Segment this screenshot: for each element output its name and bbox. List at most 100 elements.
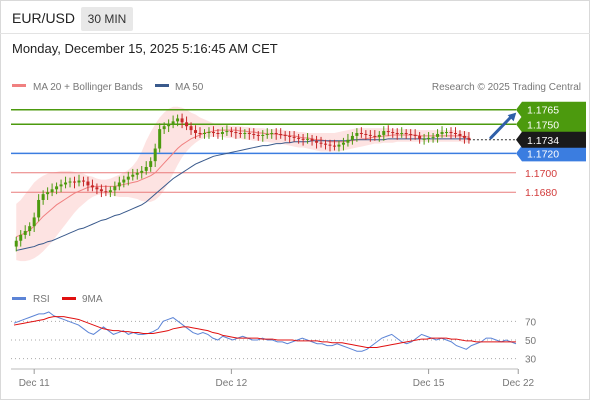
level-tag-1.1720: 1.1720: [516, 145, 586, 162]
level-tag-text: 1.1750: [527, 119, 559, 131]
candle-body: [292, 136, 296, 138]
candle-body: [332, 145, 336, 147]
candle: [68, 177, 72, 188]
candle-body: [185, 122, 189, 127]
candle: [359, 127, 363, 138]
x-tick-label: Dec 12: [216, 378, 248, 389]
candle: [386, 125, 390, 136]
x-tick-label: Dec 11: [19, 378, 50, 389]
level-tag-text: 1.1765: [527, 105, 559, 117]
candle-body: [422, 138, 426, 140]
legend-ma20-swatch: [12, 84, 26, 87]
candle: [144, 161, 148, 175]
level-tag-box: [516, 101, 586, 118]
candle: [355, 128, 359, 142]
candle-body: [216, 133, 220, 134]
candle-body: [377, 134, 381, 137]
candle: [440, 126, 444, 138]
candle: [279, 128, 283, 139]
target-arrow: [489, 112, 517, 140]
legend-rsi-ma-label: 9MA: [82, 294, 103, 305]
ma50-line: [16, 138, 469, 251]
candle-body: [346, 139, 350, 143]
legend-ma50-swatch: [155, 84, 169, 87]
candle: [288, 131, 292, 143]
candle: [283, 131, 287, 141]
legend-ma50-label: MA 50: [175, 82, 204, 93]
candle-body: [211, 132, 215, 134]
price-panel: 1.1765 1.1750 1.1720 1.1700 1.1680 1.1734: [11, 101, 586, 262]
candle: [377, 131, 381, 142]
candle: [229, 127, 233, 137]
candle: [180, 113, 184, 129]
candle: [167, 119, 171, 133]
candle: [252, 128, 256, 139]
candle-body: [400, 133, 404, 134]
candle-body: [341, 142, 345, 145]
candle-body: [220, 132, 224, 134]
candle: [400, 127, 404, 138]
candle: [431, 133, 435, 143]
rsi-tick-label-70: 70: [525, 317, 537, 328]
candle: [77, 174, 81, 187]
target-arrow-shaft: [489, 114, 514, 140]
rsi-line: [13, 311, 517, 352]
candle: [404, 129, 408, 139]
candle: [73, 176, 77, 189]
candle-body: [108, 190, 112, 193]
legend-rsi-label: RSI: [33, 294, 50, 305]
candle: [95, 183, 99, 195]
candle-body: [395, 133, 399, 134]
candle-body: [440, 132, 444, 134]
candle: [50, 183, 54, 197]
candle-body: [81, 180, 85, 182]
candle: [86, 176, 90, 192]
candle-body: [449, 132, 453, 134]
candle: [55, 182, 59, 195]
candle: [324, 139, 328, 150]
candle: [467, 132, 471, 144]
candle-body: [162, 126, 166, 130]
candle-body: [373, 135, 377, 137]
candle-body: [77, 180, 81, 183]
candle-body: [104, 191, 108, 193]
candle: [14, 236, 18, 252]
candle-body: [274, 133, 278, 134]
candle: [247, 128, 251, 140]
candle: [81, 176, 85, 187]
current-price-box: [516, 131, 586, 148]
candle: [462, 131, 466, 144]
candle: [28, 222, 32, 236]
candle: [350, 132, 354, 145]
candle-body: [462, 135, 466, 138]
chart-credit: Research © 2025 Trading Central: [432, 82, 581, 93]
candle: [418, 132, 422, 144]
candle: [310, 134, 314, 146]
candle-body: [207, 132, 211, 134]
candle-body: [176, 118, 180, 122]
candle: [274, 128, 278, 140]
candle-body: [73, 181, 77, 183]
chart-header: EUR/USD 30 MIN: [0, 0, 590, 34]
candle-body: [229, 131, 233, 133]
candle-body: [306, 138, 310, 140]
candle: [292, 131, 296, 142]
candle: [238, 127, 242, 138]
candle-body: [158, 129, 162, 149]
candle-body: [391, 132, 395, 134]
candle-body: [180, 118, 184, 123]
candle: [23, 225, 27, 239]
candle: [64, 176, 68, 189]
candle: [162, 122, 166, 134]
bollinger-band-area: [16, 106, 469, 262]
candle: [234, 127, 238, 139]
candle-body: [32, 217, 36, 227]
candle-body: [41, 194, 45, 200]
candle: [158, 123, 162, 153]
timeframe-badge[interactable]: 30 MIN: [81, 7, 133, 31]
candle-body: [95, 187, 99, 190]
candle-body: [113, 186, 117, 191]
candle: [59, 179, 63, 193]
candle-body: [122, 179, 126, 183]
candle-body: [19, 234, 23, 241]
